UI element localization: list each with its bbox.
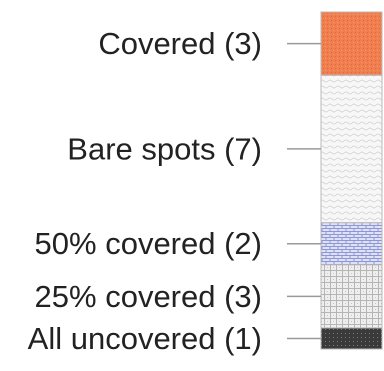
segment-label-25-covered: 25% covered (3) [35,279,262,314]
segment-label-bare-spots: Bare spots (7) [67,131,262,166]
segment-labels: All uncovered (1) 25% covered (3) 50% cove… [28,26,321,356]
bar-segment-25-covered [320,264,383,329]
stacked-bar [320,11,383,350]
bar-segment-all-uncovered [320,327,383,350]
segment-label-all-uncovered: All uncovered (1) [28,321,262,356]
bar-segment-bare-spots [320,74,383,224]
segment-label-covered: Covered (3) [98,26,262,61]
segment-label-50-covered: 50% covered (2) [35,226,262,261]
bar-segment-50-covered [320,222,383,266]
bar-segment-covered [320,11,383,76]
